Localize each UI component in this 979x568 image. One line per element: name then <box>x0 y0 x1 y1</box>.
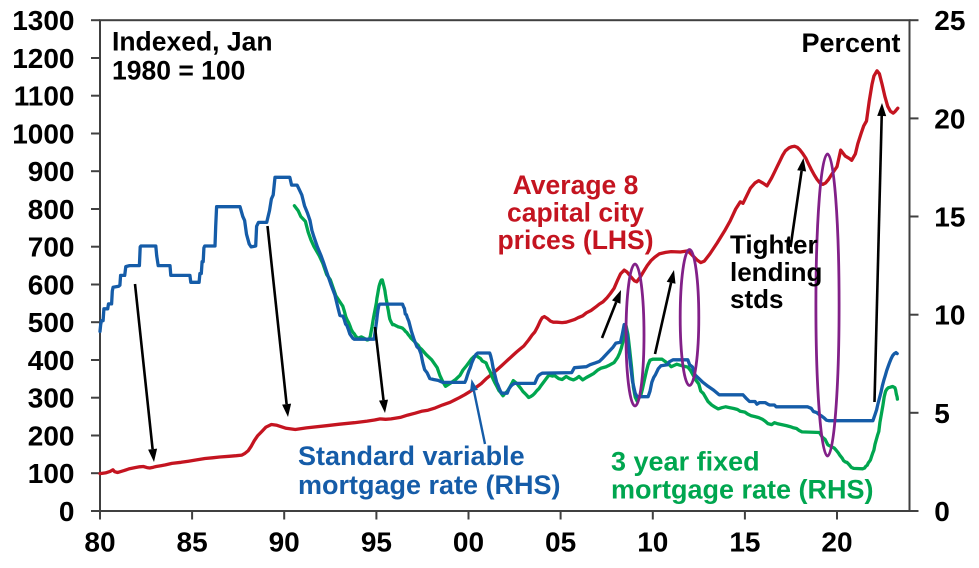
svg-text:capital city: capital city <box>507 198 644 228</box>
svg-text:1980 = 100: 1980 = 100 <box>112 55 245 85</box>
svg-text:00: 00 <box>453 527 484 558</box>
svg-text:300: 300 <box>28 383 75 414</box>
svg-text:stds: stds <box>730 284 783 314</box>
svg-text:Tighter: Tighter <box>730 230 818 260</box>
svg-text:1300: 1300 <box>12 5 74 36</box>
svg-text:1100: 1100 <box>14 81 75 112</box>
svg-text:900: 900 <box>28 156 75 187</box>
svg-text:90: 90 <box>269 527 300 558</box>
svg-text:85: 85 <box>177 527 208 558</box>
svg-text:Percent: Percent <box>802 28 901 58</box>
svg-text:Standard variable: Standard variable <box>298 441 525 471</box>
svg-text:5: 5 <box>934 398 950 429</box>
svg-text:15: 15 <box>729 527 760 558</box>
svg-text:95: 95 <box>361 527 392 558</box>
svg-text:0: 0 <box>934 496 950 527</box>
svg-text:lending: lending <box>730 257 822 287</box>
svg-text:1000: 1000 <box>12 119 74 150</box>
svg-text:10: 10 <box>934 300 965 331</box>
svg-text:mortgage rate (RHS): mortgage rate (RHS) <box>611 475 874 505</box>
svg-text:3 year fixed: 3 year fixed <box>611 446 760 476</box>
svg-text:Indexed, Jan: Indexed, Jan <box>112 27 273 57</box>
svg-text:200: 200 <box>28 421 75 452</box>
svg-text:mortgage rate (RHS): mortgage rate (RHS) <box>298 470 561 500</box>
svg-text:25: 25 <box>934 5 965 36</box>
svg-text:100: 100 <box>28 458 75 489</box>
svg-text:prices (LHS): prices (LHS) <box>497 225 653 255</box>
svg-text:800: 800 <box>28 194 75 225</box>
svg-text:05: 05 <box>545 527 576 558</box>
svg-text:700: 700 <box>28 232 75 263</box>
svg-text:400: 400 <box>28 345 75 376</box>
svg-text:500: 500 <box>28 307 75 338</box>
svg-text:1200: 1200 <box>12 43 74 74</box>
svg-text:Average 8: Average 8 <box>513 170 639 200</box>
svg-text:20: 20 <box>821 527 852 558</box>
svg-text:15: 15 <box>934 202 965 233</box>
svg-text:10: 10 <box>637 527 668 558</box>
svg-text:600: 600 <box>28 270 75 301</box>
svg-text:80: 80 <box>84 527 115 558</box>
svg-text:20: 20 <box>934 103 965 134</box>
svg-text:0: 0 <box>59 496 75 527</box>
